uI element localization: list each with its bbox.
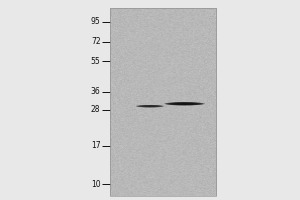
Ellipse shape [142,105,158,107]
Ellipse shape [164,102,205,105]
Ellipse shape [169,102,200,105]
Ellipse shape [146,106,154,107]
Ellipse shape [173,103,196,105]
Ellipse shape [178,103,191,105]
Text: 17: 17 [91,141,100,150]
Ellipse shape [174,103,195,105]
Ellipse shape [140,105,160,107]
Ellipse shape [144,105,156,107]
Text: kDa: kDa [84,0,101,1]
Ellipse shape [143,105,157,107]
Text: 36: 36 [91,87,100,96]
Text: 2: 2 [182,0,188,1]
Ellipse shape [179,103,190,105]
Text: 72: 72 [91,37,100,46]
Text: 1: 1 [147,0,153,1]
Ellipse shape [166,102,203,105]
Ellipse shape [176,103,193,105]
Ellipse shape [145,106,155,107]
Ellipse shape [137,105,163,107]
Text: 10: 10 [91,180,100,189]
Ellipse shape [171,103,198,105]
Text: 28: 28 [91,105,100,114]
Bar [110,8,216,196]
Text: 95: 95 [91,17,100,26]
Ellipse shape [139,105,161,107]
Ellipse shape [168,102,201,105]
Ellipse shape [136,105,164,107]
Ellipse shape [138,105,162,107]
Text: 55: 55 [91,57,100,66]
